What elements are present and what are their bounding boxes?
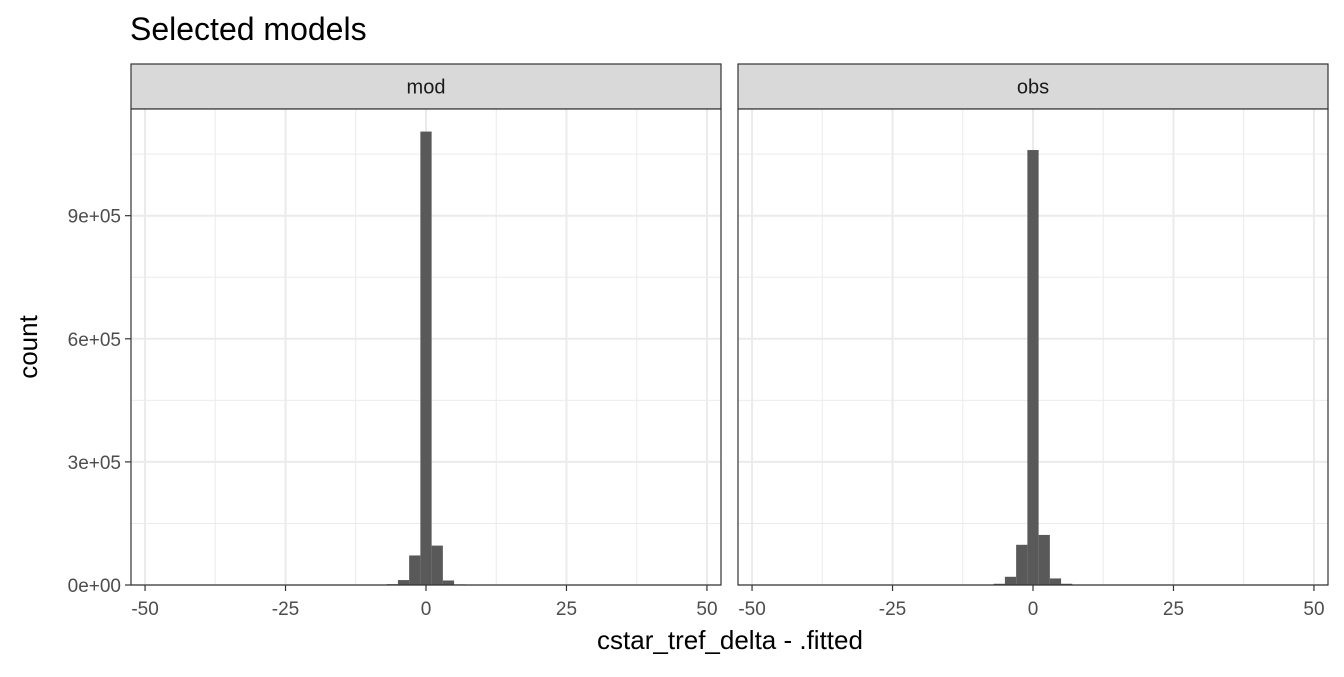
facet-strip xyxy=(737,63,1329,110)
histogram-bar xyxy=(442,580,455,585)
facet-panel-mod: mod -50 -25 0 25 50 0e+00 3e+05 6e+05 9e+05 xyxy=(68,63,722,620)
histogram-bar xyxy=(420,131,432,585)
y-tick-label: 9e+05 xyxy=(68,207,121,228)
histogram-bar xyxy=(1004,576,1017,585)
x-tick-label: 50 xyxy=(1303,599,1324,620)
x-tick-label: 0 xyxy=(421,599,432,620)
x-tick-label: 50 xyxy=(696,599,717,620)
x-tick-label: 0 xyxy=(1028,599,1039,620)
x-tick-label: -50 xyxy=(738,599,765,620)
histogram-bar xyxy=(409,555,421,585)
facet-strip-label: mod xyxy=(407,77,446,99)
y-tick-label: 6e+05 xyxy=(68,330,121,351)
x-tick-label: 25 xyxy=(556,599,577,620)
x-tick-label: -50 xyxy=(131,599,158,620)
chart-title: Selected models xyxy=(130,11,367,47)
histogram-bar xyxy=(1016,544,1028,585)
facet-strip-label: obs xyxy=(1017,77,1049,99)
x-tick-label: -25 xyxy=(879,599,906,620)
y-tick-label: 3e+05 xyxy=(68,453,121,474)
x-tick-label: -25 xyxy=(272,599,299,620)
x-axis-title: cstar_tref_delta - .fitted xyxy=(597,625,863,655)
y-axis-title: count xyxy=(13,314,43,378)
panels-layer: mod -50 -25 0 25 50 0e+00 3e+05 6e+05 9e+05 obs -50… xyxy=(68,63,1329,620)
histogram-bar xyxy=(1049,578,1062,585)
facet-strip xyxy=(130,63,722,110)
histogram-bar xyxy=(993,583,1005,585)
histogram-bar xyxy=(1038,534,1050,585)
histogram-bar xyxy=(1027,150,1039,585)
histogram-bar xyxy=(1061,583,1073,585)
y-tick-label: 0e+00 xyxy=(68,576,121,597)
facet-panel-obs: obs -50 -25 0 25 50 xyxy=(737,63,1329,620)
x-tick-label: 25 xyxy=(1163,599,1184,620)
histogram-bar xyxy=(431,545,443,585)
histogram-bar xyxy=(397,580,410,585)
